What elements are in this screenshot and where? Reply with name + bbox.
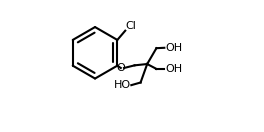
Text: OH: OH bbox=[165, 43, 182, 53]
Text: O: O bbox=[116, 63, 125, 73]
Text: Cl: Cl bbox=[125, 21, 136, 31]
Text: OH: OH bbox=[165, 64, 182, 74]
Text: HO: HO bbox=[114, 80, 131, 90]
